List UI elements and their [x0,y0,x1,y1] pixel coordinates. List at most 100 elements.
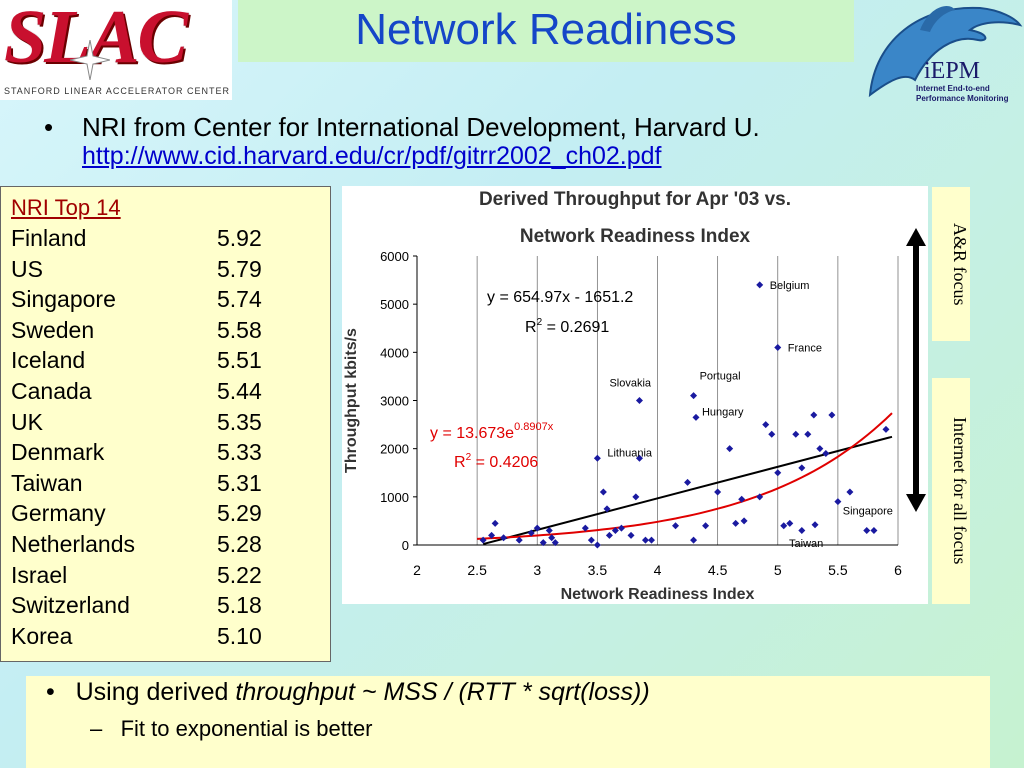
y-tick-label: 5000 [380,297,409,312]
data-point [792,430,800,438]
nri-country: US [11,255,43,282]
nri-country: Netherlands [11,531,136,557]
superscript-2: 2 [537,317,543,328]
data-point [527,529,535,537]
nri-row: Iceland 5.51 [11,347,311,377]
nri-row: US 5.79 [11,256,311,286]
nri-country: Sweden [11,316,95,343]
x-tick-label: 4 [654,562,662,578]
data-point [539,539,547,547]
nri-value: 5.29 [217,500,262,527]
nri-country: Israel [11,561,68,588]
point-label: Taiwan [789,538,823,550]
data-point [635,397,643,404]
bullet-dot: • [44,112,54,142]
exponential-fit-curve [477,412,893,540]
data-point [774,469,782,477]
y-tick-label: 1000 [380,490,409,505]
r2-value: = 0.4206 [471,454,538,471]
nri-country: Germany [11,500,106,527]
point-label: Singapore [843,506,893,518]
data-point [702,522,710,530]
nri-value: 5.74 [217,286,262,313]
double-arrow-icon [906,228,926,512]
data-point [756,493,764,501]
star-icon [70,40,110,80]
y-tick-label: 4000 [380,345,409,360]
dash-marker: – [90,716,103,741]
nri-row: Switzerland 5.18 [11,592,311,622]
slac-logo-word: SLAC [4,0,188,79]
data-point [548,534,556,542]
data-point [545,527,553,535]
data-point [822,449,830,457]
data-point [692,413,700,421]
nri-value: 5.51 [217,347,262,374]
data-point [599,488,607,496]
exp-fit-equation: y = 13.673e0.8907x [430,421,554,442]
data-point [726,445,734,453]
x-tick-label: 3.5 [588,562,608,578]
nri-value: 5.31 [217,469,262,496]
data-point [635,454,643,462]
nri-row: Sweden 5.58 [11,317,311,347]
x-tick-label: 5.5 [828,562,848,578]
nri-country: Canada [11,378,92,404]
y-tick-label: 6000 [380,249,409,264]
x-tick-label: 2 [413,562,421,578]
data-point [810,411,818,419]
data-point [690,536,698,544]
data-point [756,281,764,289]
nri-country: Iceland [11,347,86,374]
point-label: Lithuania [607,447,653,459]
data-point [647,536,655,544]
data-point [738,495,746,503]
iepm-line1: Internet End-to-end [916,84,990,93]
nri-value: 5.33 [217,439,262,466]
nri-row: Finland 5.92 [11,225,311,255]
data-point [732,519,740,527]
data-point [500,534,508,542]
data-point [768,430,776,438]
nri-row: Singapore 5.74 [11,286,311,316]
point-label: France [788,343,822,355]
cid-harvard-link[interactable]: http://www.cid.harvard.edu/cr/pdf/gitrr2… [82,142,662,170]
data-point [762,421,770,429]
x-tick-label: 2.5 [467,562,487,578]
data-point [491,519,499,527]
exp-fit-base: y = 13.673e [430,425,514,442]
data-point [846,488,854,496]
data-point [627,531,635,539]
r2-value: = 0.2691 [542,319,609,336]
data-point [533,524,541,532]
nri-row: Denmark 5.33 [11,439,311,469]
iepm-name: iEPM [924,58,981,84]
point-label: Slovakia [609,378,651,390]
bottom-bullet: • Using derived throughput ~ MSS / (RTT … [46,678,650,707]
bottom-subbullet: – Fit to exponential is better [90,716,373,742]
nri-value: 5.44 [217,378,262,404]
data-point [780,522,788,530]
data-point [605,531,613,539]
data-point [479,536,487,544]
throughput-chart: Derived Throughput for Apr '03 vs. Networ… [342,186,928,604]
x-axis-label: Network Readiness Index [561,586,755,603]
data-point [617,524,625,532]
data-point [882,425,890,433]
x-tick-label: 6 [894,562,902,578]
page-title: Network Readiness [355,5,737,54]
y-axis-label: Throughput kbits/s [343,328,360,473]
point-label: Portugal [700,371,741,383]
point-label: Hungary [702,406,744,418]
data-point [798,527,806,535]
bullet-nri-text: NRI from Center for International Develo… [82,112,760,142]
exp-fit-r2: R2 = 0.4206 [454,452,538,471]
data-point [684,478,692,486]
point-label: Belgium [770,280,810,292]
x-tick-label: 5 [774,562,782,578]
nri-row: Netherlands 5.28 [11,531,311,561]
iepm-logo: iEPM Internet End-to-end Performance Mon… [860,0,1024,110]
data-point [828,411,836,419]
data-point [587,536,595,544]
data-point [488,531,496,539]
